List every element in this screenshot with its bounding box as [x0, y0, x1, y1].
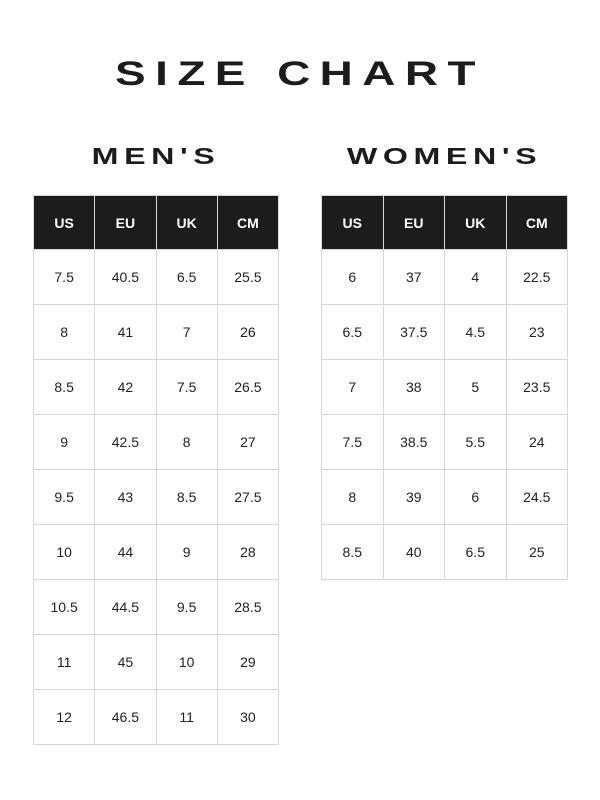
table-row: 7.5 38.5 5.5 24 — [321, 414, 568, 470]
size-cell-eu: 43 — [94, 469, 157, 525]
table-row: 7.5 40.5 6.5 25.5 — [32, 249, 280, 305]
size-cell-cm: 25 — [505, 524, 568, 580]
mens-heading: MEN'S — [91, 143, 221, 169]
size-cell-us: 10.5 — [32, 579, 96, 635]
size-cell-uk: 8 — [155, 414, 218, 470]
size-cell-uk: 4 — [444, 249, 507, 305]
page-title: SIZE CHART — [115, 55, 485, 93]
table-row: 7 38 5 23.5 — [321, 359, 568, 415]
size-cell-uk: 6 — [444, 469, 507, 525]
table-row: 10 44 9 28 — [32, 524, 280, 580]
size-cell-us: 7 — [321, 359, 384, 415]
size-cell-us: 6 — [321, 249, 384, 305]
size-cell-uk: 8.5 — [155, 469, 218, 525]
table-row: 10.5 44.5 9.5 28.5 — [32, 579, 280, 635]
size-cell-eu: 40.5 — [94, 249, 157, 305]
table-row: 8 39 6 24.5 — [321, 469, 568, 525]
column-header-eu: EU — [382, 195, 445, 250]
size-cell-eu: 46.5 — [94, 689, 157, 745]
table-row: 8 41 7 26 — [32, 304, 280, 360]
size-cell-us: 7.5 — [321, 414, 384, 470]
size-cell-cm: 28.5 — [216, 579, 280, 635]
size-cell-us: 10 — [32, 524, 96, 580]
size-cell-eu: 39 — [382, 469, 445, 525]
table-row: 6 37 4 22.5 — [321, 249, 568, 305]
size-cell-uk: 7.5 — [155, 359, 218, 415]
size-cell-eu: 42 — [94, 359, 157, 415]
size-cell-uk: 10 — [155, 634, 218, 690]
column-header-eu: EU — [94, 195, 157, 250]
size-cell-uk: 9 — [155, 524, 218, 580]
column-header-cm: CM — [505, 195, 568, 250]
size-cell-cm: 26 — [216, 304, 280, 360]
size-cell-eu: 41 — [94, 304, 157, 360]
size-cell-cm: 30 — [216, 689, 280, 745]
table-row: 9 42.5 8 27 — [32, 414, 280, 470]
size-cell-cm: 28 — [216, 524, 280, 580]
size-cell-eu: 44 — [94, 524, 157, 580]
table-row: 11 45 10 29 — [32, 634, 280, 690]
column-header-us: US — [321, 195, 384, 250]
size-cell-cm: 24 — [505, 414, 568, 470]
size-cell-us: 8 — [32, 304, 96, 360]
size-cell-uk: 5.5 — [444, 414, 507, 470]
size-cell-cm: 24.5 — [505, 469, 568, 525]
size-cell-eu: 38 — [382, 359, 445, 415]
size-cell-uk: 4.5 — [444, 304, 507, 360]
size-cell-us: 11 — [32, 634, 96, 690]
size-cell-eu: 38.5 — [382, 414, 445, 470]
size-cell-eu: 44.5 — [94, 579, 157, 635]
size-cell-us: 8 — [321, 469, 384, 525]
column-header-cm: CM — [216, 195, 280, 250]
size-cell-cm: 26.5 — [216, 359, 280, 415]
size-cell-eu: 40 — [382, 524, 445, 580]
size-cell-us: 6.5 — [321, 304, 384, 360]
size-cell-us: 8.5 — [32, 359, 96, 415]
column-header-uk: UK — [444, 195, 507, 250]
size-cell-cm: 23.5 — [505, 359, 568, 415]
womens-heading: WOMEN'S — [346, 143, 543, 169]
size-cell-cm: 27 — [216, 414, 280, 470]
size-cell-us: 8.5 — [321, 524, 384, 580]
size-cell-us: 9.5 — [32, 469, 96, 525]
size-cell-uk: 5 — [444, 359, 507, 415]
size-cell-eu: 42.5 — [94, 414, 157, 470]
size-cell-cm: 29 — [216, 634, 280, 690]
size-cell-uk: 7 — [155, 304, 218, 360]
column-header-us: US — [32, 195, 96, 250]
table-row: 9.5 43 8.5 27.5 — [32, 469, 280, 525]
size-cell-uk: 6.5 — [155, 249, 218, 305]
table-row: 8.5 42 7.5 26.5 — [32, 359, 280, 415]
size-cell-uk: 9.5 — [155, 579, 218, 635]
table-header-row: US EU UK CM — [321, 195, 568, 250]
table-header-row: US EU UK CM — [32, 195, 280, 250]
size-cell-eu: 45 — [94, 634, 157, 690]
size-cell-uk: 6.5 — [444, 524, 507, 580]
size-cell-us: 7.5 — [32, 249, 96, 305]
size-cell-cm: 22.5 — [505, 249, 568, 305]
size-cell-us: 12 — [32, 689, 96, 745]
size-cell-cm: 27.5 — [216, 469, 280, 525]
table-row: 12 46.5 11 30 — [32, 689, 280, 745]
column-header-uk: UK — [155, 195, 218, 250]
table-row: 8.5 40 6.5 25 — [321, 524, 568, 580]
size-cell-eu: 37 — [382, 249, 445, 305]
mens-size-table: US EU UK CM 7.5 40.5 6.5 25.5 8 41 7 26 8.5 42 7.5 26.5… — [32, 195, 280, 745]
womens-size-table: US EU UK CM 6 37 4 22.5 6.5 37.5 4.5 23 7 38 5 23.5 7.5 3… — [321, 195, 568, 580]
size-cell-cm: 23 — [505, 304, 568, 360]
size-cell-cm: 25.5 — [216, 249, 280, 305]
size-cell-uk: 11 — [155, 689, 218, 745]
table-row: 6.5 37.5 4.5 23 — [321, 304, 568, 360]
size-cell-us: 9 — [32, 414, 96, 470]
size-cell-eu: 37.5 — [382, 304, 445, 360]
